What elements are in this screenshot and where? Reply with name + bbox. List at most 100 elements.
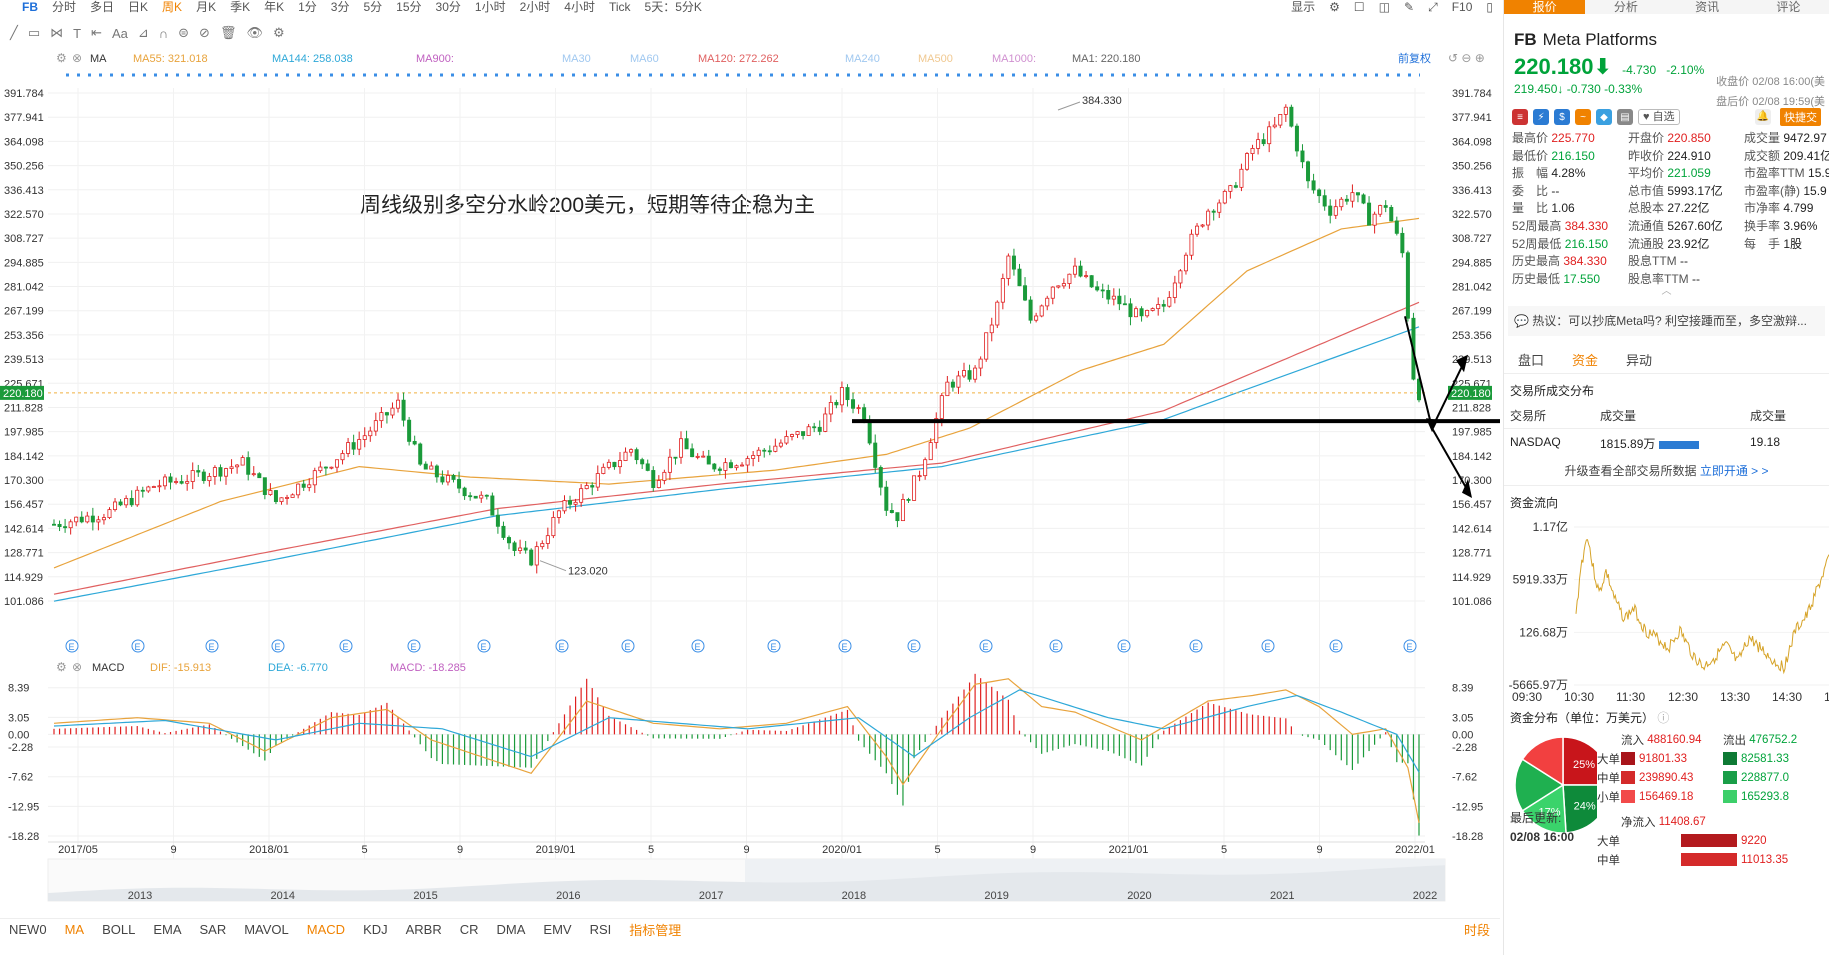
reset-icon[interactable]: ↺ ⊖ ⊕ [1448,51,1485,65]
line-tool-icon[interactable]: ╱ [10,25,18,40]
period-tab[interactable]: 季K [230,0,251,14]
measure-tool-icon[interactable]: ⊿ [137,25,149,40]
info-icon[interactable]: ⓘ [1657,711,1670,726]
chart-area[interactable]: ⚙ ⊗ MA MA55: 321.018 MA144: 258.038 MA90… [0,46,1525,916]
indicator-tab[interactable]: RSI [589,922,612,937]
macd-y-tick-right: -2.28 [1452,742,1477,754]
legend-settings-icon[interactable]: ⚙ [56,51,67,65]
symbol-label[interactable]: FB [22,0,38,14]
tab-quote[interactable]: 报价 [1504,0,1586,14]
tab-funds[interactable]: 资金 [1572,353,1599,369]
candle-body [301,483,306,488]
macd-settings-icon[interactable]: ⚙ [56,660,67,674]
stat-label: 历史最低 [1512,271,1561,286]
legend-close-icon[interactable]: ⊗ [72,51,82,65]
watchlist-button[interactable]: ♥ 自选 [1638,109,1680,125]
candle-body [495,514,500,527]
indicator-tab-macd[interactable]: MACD [306,922,346,937]
period-tab[interactable]: 1分 [298,0,317,14]
period-tab-active[interactable]: 周K [162,0,183,14]
period-tab[interactable]: 年K [264,0,285,14]
hot-topic[interactable]: 💬 热议：可以抄底Meta吗? 利空接踵而至，多空激辩... [1508,306,1825,337]
ma30-label: MA30 [562,53,591,65]
fuquan-button[interactable]: 前复权 [1398,51,1431,65]
indicator-tab[interactable]: SAR [199,922,227,937]
note-icon[interactable]: ▤ [1617,109,1633,125]
candle-body [1261,139,1266,145]
period-tab[interactable]: 5分 [363,0,383,14]
upgrade-link[interactable]: 立即开通 > > [1699,464,1769,479]
period-tab[interactable]: 30分 [435,0,461,14]
text-tool-icon[interactable]: T [73,25,82,41]
f10-button[interactable]: F10 [1451,0,1473,14]
font-tool-icon[interactable]: Aa [111,25,128,41]
session-button[interactable]: 时段 [1463,923,1490,938]
period-tab[interactable]: 分时 [52,0,77,14]
candle-body [601,466,606,474]
indicator-tab[interactable]: DMA [496,922,526,937]
flag-icon[interactable]: ≡ [1512,109,1528,125]
period-tab[interactable]: 月K [196,0,217,14]
display-menu[interactable]: 显示 [1291,0,1316,14]
fullscreen-icon[interactable]: ⤢ [1428,0,1438,14]
candle-body [390,407,395,416]
draw-icon[interactable]: ✎ [1404,0,1415,14]
hide-icon[interactable]: ⊘ [199,25,210,40]
period-tab[interactable]: 5天：5分K [644,0,702,14]
layout-icon[interactable]: ☐ [1353,0,1365,14]
trash-icon[interactable]: 🗑 [219,25,237,40]
indicator-tab[interactable]: EMA [153,922,182,937]
expand-chevron-icon[interactable]: ︿ [1661,286,1672,298]
stat-label: 市净率 [1744,201,1781,216]
tab-orderbook[interactable]: 盘口 [1518,353,1545,369]
tab-analysis[interactable]: 分析 [1613,0,1638,14]
indicator-tab[interactable]: EMV [543,922,572,937]
settings-icon[interactable]: ⚙ [1329,0,1340,14]
period-tab[interactable]: 15分 [396,0,422,14]
tag-icon[interactable]: ◆ [1596,109,1612,125]
indicator-tab[interactable]: NEW0 [9,922,47,937]
kline-chart[interactable]: ⚙ ⊗ MA MA55: 321.018 MA144: 258.038 MA90… [0,46,1525,916]
panel-toggle-icon[interactable]: ▯ [1486,0,1493,14]
period-tab[interactable]: Tick [608,0,631,14]
period-tab[interactable]: 1小时 [474,0,506,14]
earnings-icon [407,639,421,653]
period-tab[interactable]: 4小时 [564,0,595,14]
tab-comments[interactable]: 评论 [1776,0,1801,14]
lock-icon[interactable]: ⊜ [178,25,190,40]
candle-body [168,476,173,483]
stat-value: 209.41亿 [1783,148,1829,163]
flow-x-tick: 10:30 [1564,690,1594,704]
indicator-tab[interactable]: KDJ [363,922,388,937]
trade-icon[interactable]: ⚡ [1533,109,1549,125]
period-tab[interactable]: 日K [128,0,149,14]
candle-body [1089,275,1094,288]
period-tab[interactable]: 多日 [90,0,115,14]
eye-icon[interactable]: 👁 [246,25,263,40]
indicator-tab[interactable]: ARBR [405,922,442,937]
chart-icon[interactable]: ~ [1575,109,1591,125]
tab-movement[interactable]: 异动 [1626,353,1653,369]
bell-icon[interactable]: 🔔 [1755,109,1771,125]
tab-news[interactable]: 资讯 [1695,0,1720,14]
pattern-tool-icon[interactable]: ⋈ [50,25,64,40]
indicator-tab[interactable]: BOLL [102,922,136,937]
macd-close-icon[interactable]: ⊗ [72,660,82,674]
magnet-icon[interactable]: ∩ [158,25,169,41]
stat-value: 4.28% [1551,166,1586,181]
quick-trade-button[interactable]: 快捷交 [1780,108,1821,126]
arrow-tool-icon[interactable]: ⇤ [91,25,102,40]
out-value: 82581.33 [1741,752,1789,765]
indicator-tab[interactable]: CR [459,922,479,937]
indicator-tab[interactable]: MAVOL [244,922,289,937]
indicator-tab-ma[interactable]: MA [64,922,85,937]
gear-icon[interactable]: ⚙ [272,25,285,40]
period-tab[interactable]: 2小时 [519,0,551,14]
camera-icon[interactable]: ◫ [1378,0,1391,14]
period-tab[interactable]: 3分 [330,0,350,14]
out-value: 228877.0 [1741,771,1789,784]
overview-navigator[interactable]: 2013 2014 2015 2016 2017 2018 2019 2020 2021 2022 [47,858,1446,902]
rect-tool-icon[interactable]: ▭ [27,25,41,40]
indicator-manager-button[interactable]: 指标管理 [629,923,682,938]
dollar-icon[interactable]: $ [1554,109,1570,125]
